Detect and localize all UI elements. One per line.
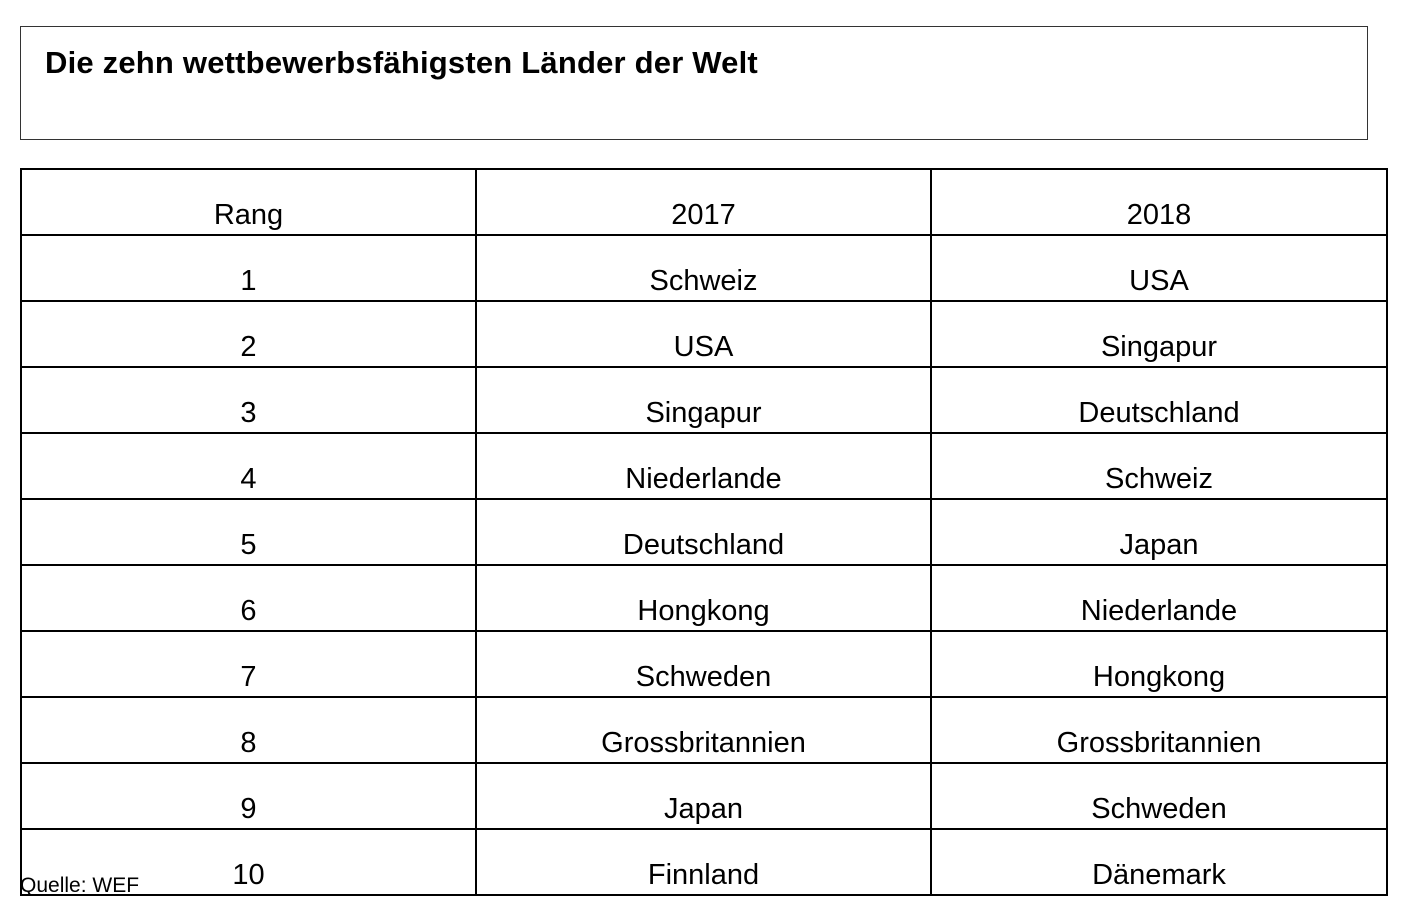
table-header-row: Rang 2017 2018 [20,168,1388,236]
country-2018-cell: Japan [930,498,1388,566]
ranking-table: Rang 2017 2018 1 Schweiz USA 2 USA Singapur 3 S… [20,168,1388,896]
rank-cell: 4 [20,432,477,500]
country-2017-cell: Japan [475,762,932,830]
country-2018-cell: USA [930,234,1388,302]
rank-cell: 1 [20,234,477,302]
country-2017-cell: Hongkong [475,564,932,632]
rank-cell: 3 [20,366,477,434]
header-rang: Rang [20,168,477,236]
title-box: Die zehn wettbewerbsfähigsten Länder der… [20,26,1368,140]
rank-cell: 2 [20,300,477,368]
table-row: 3 Singapur Deutschland [20,366,1388,434]
rank-cell: 5 [20,498,477,566]
header-2018: 2018 [930,168,1388,236]
rank-cell: 6 [20,564,477,632]
country-2017-cell: Schweden [475,630,932,698]
country-2018-cell: Hongkong [930,630,1388,698]
country-2017-cell: Singapur [475,366,932,434]
country-2017-cell: Deutschland [475,498,932,566]
table-row: 6 Hongkong Niederlande [20,564,1388,632]
country-2018-cell: Niederlande [930,564,1388,632]
page-title: Die zehn wettbewerbsfähigsten Länder der… [45,45,758,80]
table-row: 4 Niederlande Schweiz [20,432,1388,500]
rank-cell: 10 [20,828,477,896]
country-2017-cell: Niederlande [475,432,932,500]
country-2018-cell: Schweiz [930,432,1388,500]
source-note: Quelle: WEF [20,874,140,897]
table-row: 8 Grossbritannien Grossbritannien [20,696,1388,764]
table-row: 1 Schweiz USA [20,234,1388,302]
country-2018-cell: Dänemark [930,828,1388,896]
country-2018-cell: Deutschland [930,366,1388,434]
table-row: 10 Finnland Dänemark [20,828,1388,896]
country-2017-cell: USA [475,300,932,368]
country-2017-cell: Finnland [475,828,932,896]
table-row: 5 Deutschland Japan [20,498,1388,566]
rank-cell: 8 [20,696,477,764]
rank-cell: 7 [20,630,477,698]
table-row: 2 USA Singapur [20,300,1388,368]
country-2018-cell: Grossbritannien [930,696,1388,764]
country-2018-cell: Singapur [930,300,1388,368]
country-2017-cell: Schweiz [475,234,932,302]
header-2017: 2017 [475,168,932,236]
country-2017-cell: Grossbritannien [475,696,932,764]
table-row: 9 Japan Schweden [20,762,1388,830]
rank-cell: 9 [20,762,477,830]
country-2018-cell: Schweden [930,762,1388,830]
table-row: 7 Schweden Hongkong [20,630,1388,698]
